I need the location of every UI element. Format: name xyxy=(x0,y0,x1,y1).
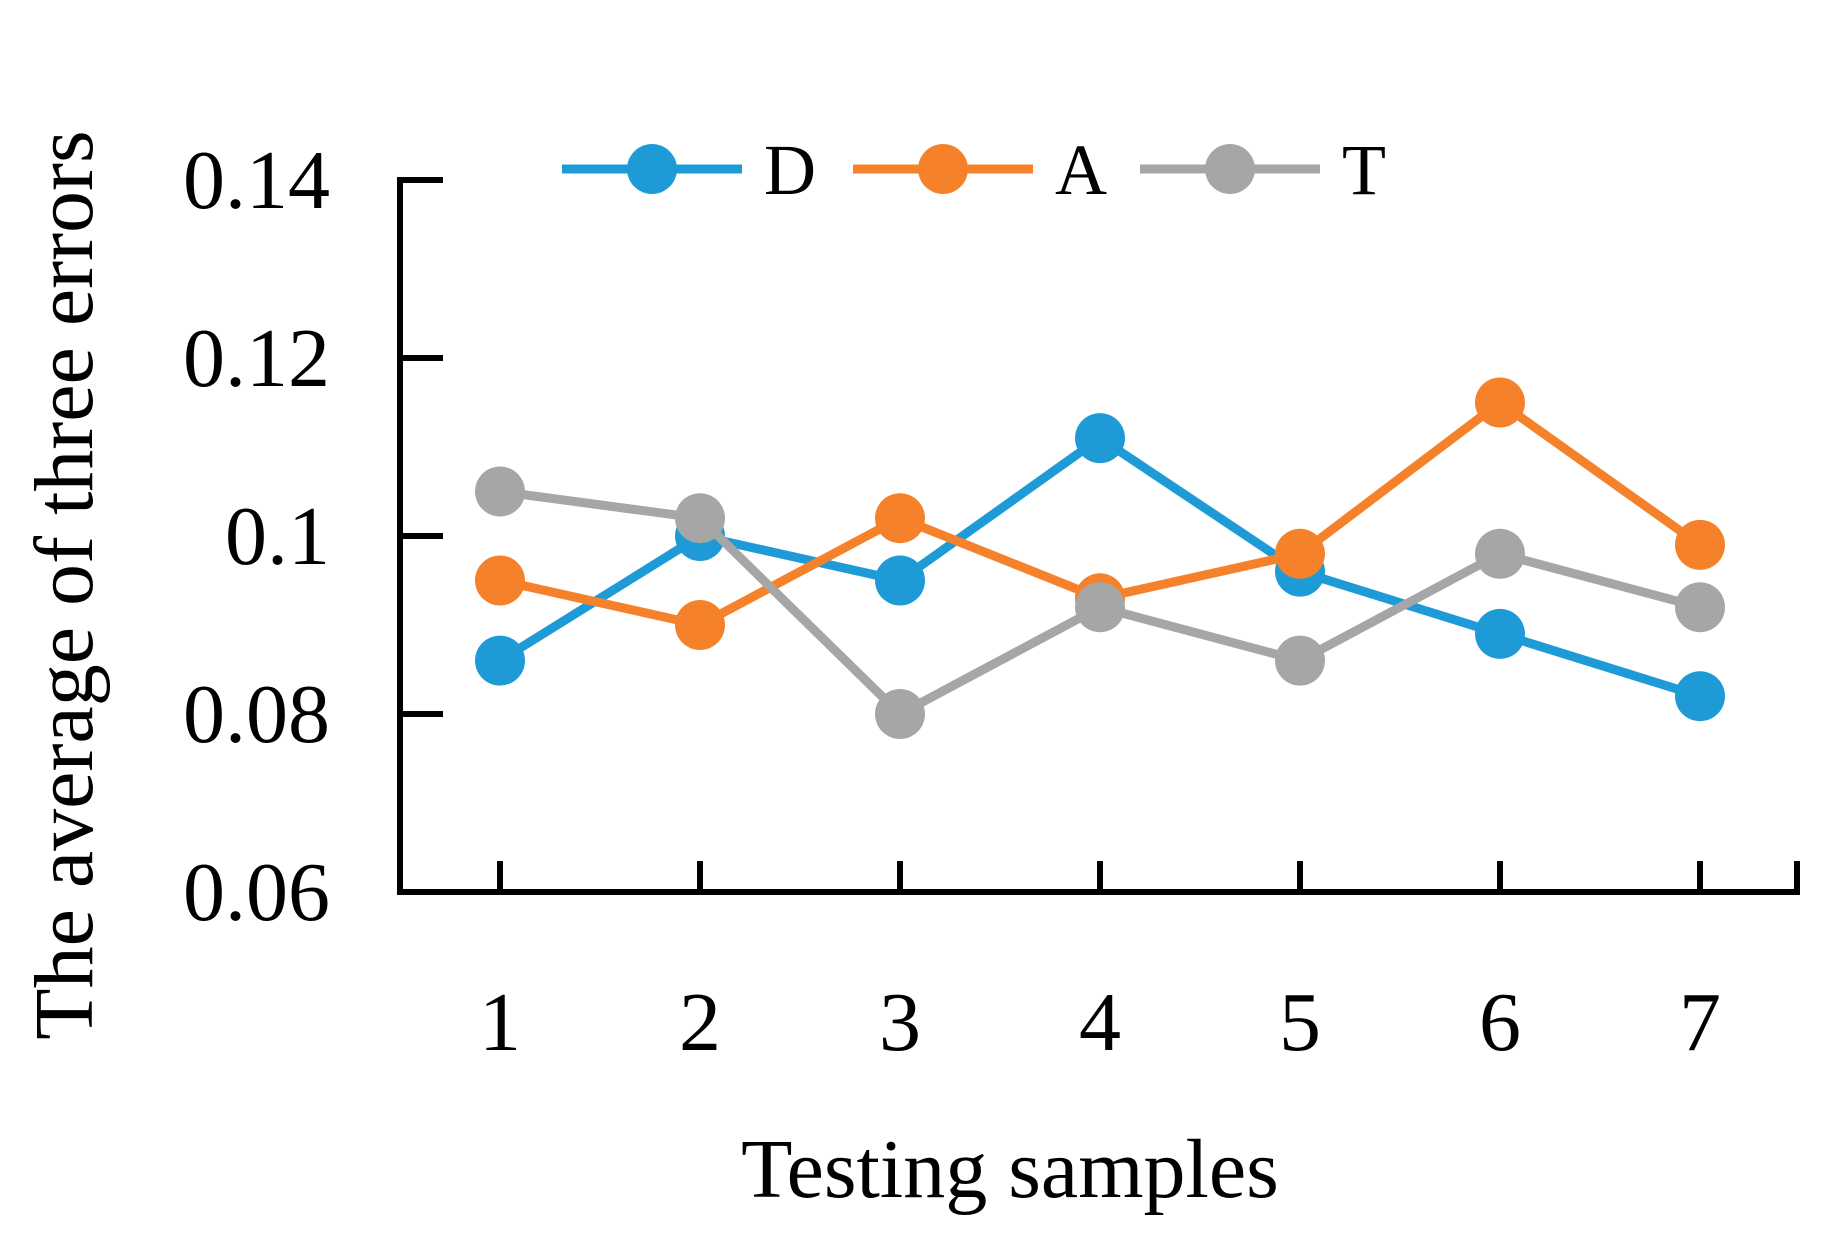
legend-item-A: A xyxy=(853,130,1107,210)
data-point-T xyxy=(1475,528,1525,579)
y-tick-label: 0.1 xyxy=(225,490,330,583)
series-T xyxy=(475,466,1725,739)
y-tick-label: 0.12 xyxy=(183,312,330,405)
series-layer xyxy=(475,377,1725,739)
legend-marker xyxy=(627,144,677,194)
data-point-A xyxy=(875,493,925,544)
data-point-A xyxy=(675,600,725,650)
data-point-T xyxy=(1675,582,1725,633)
x-tick-label: 4 xyxy=(1079,976,1121,1069)
data-point-A xyxy=(1675,519,1725,570)
data-point-D xyxy=(875,555,925,606)
data-point-D xyxy=(475,635,525,686)
x-tick-label: 6 xyxy=(1479,976,1521,1069)
data-point-A xyxy=(1275,528,1325,579)
x-tick-label: 1 xyxy=(479,976,521,1069)
x-tick-label: 7 xyxy=(1679,976,1721,1069)
y-tick-label: 0.08 xyxy=(183,668,330,761)
legend-label: D xyxy=(764,130,816,210)
x-tick-label: 5 xyxy=(1279,976,1321,1069)
x-tick-label: 3 xyxy=(879,976,921,1069)
legend-marker xyxy=(918,144,968,194)
legend-item-D: D xyxy=(562,130,816,210)
data-point-A xyxy=(475,555,525,606)
y-tick-label: 0.06 xyxy=(183,846,330,939)
data-point-T xyxy=(675,493,725,544)
data-point-T xyxy=(1075,582,1125,633)
x-axis-title: Testing samples xyxy=(741,1123,1279,1216)
x-tick-label: 2 xyxy=(679,976,721,1069)
y-axis-title: The average of three errors xyxy=(18,130,111,1039)
data-point-D xyxy=(1675,671,1725,722)
legend-label: A xyxy=(1055,130,1107,210)
legend-marker xyxy=(1205,144,1255,194)
y-tick-label: 0.14 xyxy=(183,134,330,227)
data-point-T xyxy=(475,466,525,517)
legend-label: T xyxy=(1342,130,1386,210)
legend-item-T: T xyxy=(1140,130,1386,210)
data-point-D xyxy=(1075,413,1125,464)
data-point-T xyxy=(1275,635,1325,686)
data-point-D xyxy=(1475,608,1525,659)
data-point-T xyxy=(875,689,925,739)
data-point-A xyxy=(1475,377,1525,428)
axes: 0.06 0.08 0.1 0.12 0.14 1 2 3 4 5 6 7 xyxy=(183,134,1800,1069)
